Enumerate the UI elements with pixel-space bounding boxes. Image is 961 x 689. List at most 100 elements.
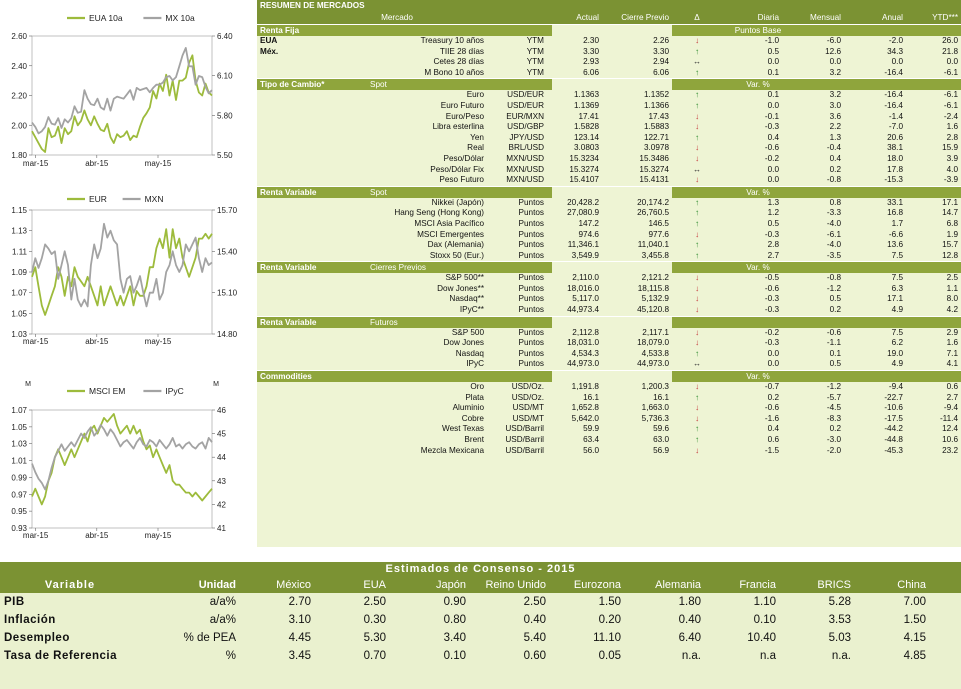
left-tick-label: 0.97 (11, 490, 27, 499)
arrow-up-icon: ↑ (694, 348, 700, 358)
market-actual: 2.30 (583, 36, 599, 45)
right-tick-label: 44 (217, 453, 226, 462)
arrow-down-icon: ↓ (694, 382, 700, 392)
market-name: M Bono 10 años (424, 67, 484, 77)
market-actual: 3.30 (583, 46, 599, 56)
market-actual: 4,534.3 (571, 348, 599, 358)
market-prev: 20,174.2 (637, 197, 669, 207)
consensus-unit: a/a% (209, 614, 236, 626)
x-tick-label: abr-15 (85, 337, 109, 346)
market-mensual: 3.6 (829, 111, 841, 121)
market-prev: 59.6 (653, 424, 669, 434)
market-unit: Puntos (518, 197, 545, 207)
market-country (257, 198, 307, 209)
market-country (257, 133, 307, 144)
market-diaria: 0.0 (767, 57, 779, 67)
col-mercado: Mercado (307, 12, 487, 25)
market-prev: 1.5883 (643, 122, 669, 132)
arrow-down-icon: ↓ (694, 413, 700, 423)
market-country (257, 446, 307, 457)
col-delta: Δ (672, 12, 722, 25)
market-mensual: -4.0 (826, 240, 841, 250)
section-sub (367, 24, 552, 36)
arrow-down-icon: ↓ (694, 143, 700, 153)
arrow-up-icon: ↑ (694, 240, 700, 250)
market-diaria: -0.6 (764, 143, 779, 153)
market-ytd: 4.2 (946, 305, 959, 315)
market-unit: USD/Barril (505, 424, 544, 434)
market-diaria: -0.6 (764, 403, 779, 413)
market-mensual: -4.0 (826, 218, 841, 228)
market-row: Brent USD/Barril 63.4 63.0 ↑ 0.6 -3.0 -44.8 10.6 (257, 435, 961, 446)
consensus-value: 11.10 (593, 632, 621, 644)
market-row: M Bono 10 años YTM 6.06 6.06 ↑ 0.1 3.2 -16.4 -6.… (257, 68, 961, 79)
consensus-country-header: Alemania (625, 577, 705, 593)
consensus-row: Desempleo % de PEA 4.45 5.30 3.40 5.40 11.10 6.… (0, 629, 961, 647)
legend-label: EUR (89, 194, 107, 204)
market-name: Aluminio (452, 403, 484, 413)
market-diaria: -0.2 (764, 153, 779, 163)
market-anual: 1.7 (891, 218, 903, 228)
market-actual: 15.3234 (569, 153, 599, 163)
market-name: Real (467, 143, 484, 153)
consensus-value: 5.28 (828, 596, 851, 608)
consensus-value: 5.03 (828, 632, 851, 644)
market-anual: 38.1 (887, 143, 903, 153)
market-country: EUA (260, 36, 278, 45)
market-unit: Puntos (518, 229, 545, 239)
arrow-down-icon: ↓ (694, 294, 700, 304)
col-mensual: Mensual (782, 12, 844, 25)
legend-label: IPyC (165, 386, 183, 396)
market-unit: EUR/MXN (506, 111, 544, 121)
consensus-table: Variable Unidad México EUA Japón Reino Unid… (0, 577, 961, 665)
consensus-value: 0.70 (363, 650, 386, 662)
market-anual: -10.6 (884, 403, 903, 413)
market-unit: Puntos (518, 348, 545, 358)
market-row: EUA Treasury 10 años YTM 2.30 2.26 ↓ -1.0 -6.0 -… (257, 36, 961, 47)
market-name: Yen (470, 132, 484, 142)
market-diaria: 0.0 (767, 348, 779, 358)
market-country (257, 230, 307, 241)
market-name: Stoxx 50 (Eur.) (429, 250, 484, 260)
left-tick-label: 1.03 (11, 330, 27, 339)
market-country (257, 349, 307, 360)
consensus-col-unit: Unidad (140, 577, 240, 593)
right-tick-label: 5.50 (217, 151, 233, 160)
arrow-down-icon: ↓ (694, 111, 700, 121)
market-ytd: 7.1 (946, 348, 959, 358)
market-ytd: 23.2 (942, 445, 959, 455)
market-ytd: 26.0 (942, 36, 959, 45)
market-name: Nikkei (Japón) (431, 197, 484, 207)
market-prev: 5,736.3 (641, 413, 669, 423)
market-diaria: -0.6 (764, 283, 779, 293)
arrow-up-icon: ↑ (694, 132, 700, 142)
col-cierre-previo: Cierre Previo (602, 12, 672, 25)
market-unit: USD/GBP (507, 122, 544, 132)
section-sub: Futuros (367, 315, 552, 328)
left-tick-label: 1.11 (12, 247, 28, 256)
consensus-country-header: México (240, 577, 315, 593)
plot-area (31, 409, 213, 529)
market-ytd: 2.7 (946, 392, 959, 402)
market-diaria: 0.5 (767, 218, 779, 228)
left-tick-label: 1.01 (11, 457, 27, 466)
market-actual: 2.93 (583, 57, 599, 67)
market-ytd: -6.1 (943, 100, 959, 110)
market-prev: 45,120.8 (637, 305, 669, 315)
consensus-value: 1.50 (903, 614, 926, 626)
right-tick-label: 42 (217, 500, 226, 509)
market-anual: -1.4 (888, 111, 903, 121)
left-tick-label: 1.13 (11, 227, 27, 236)
market-unit: MXN/USD (506, 164, 544, 174)
market-actual: 44,973.0 (567, 359, 599, 369)
market-ytd: 1.9 (946, 229, 959, 239)
market-row: Nasdaq** Puntos 5,117.0 5,132.9 ↓ -0.3 0.5 17.1… (257, 294, 961, 305)
section-sub: Spot (367, 78, 552, 91)
arrow-up-icon: ↑ (694, 197, 700, 207)
arrow-down-icon: ↓ (694, 122, 700, 132)
consensus-country-header: EUA (315, 577, 390, 593)
market-ytd: 2.9 (946, 327, 959, 337)
consensus-value: 5.30 (363, 632, 386, 644)
market-prev: 3,455.8 (641, 250, 669, 260)
consensus-value: 0.10 (443, 650, 466, 662)
